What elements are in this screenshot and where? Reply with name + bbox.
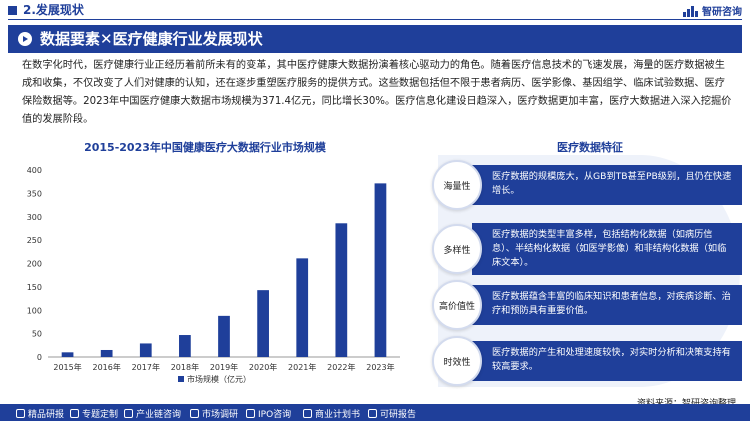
page-title-bar: 数据要素✕医疗健康行业发展现状 — [8, 25, 742, 53]
footer-item-label: 市场调研 — [202, 410, 239, 420]
y-tick-label: 300 — [27, 213, 42, 222]
feature-row-variety: 医疗数据的类型丰富多样，包括结构化数据（如病历信息）、半结构化数据（如医学影像）… — [432, 223, 742, 275]
report-icon — [16, 409, 25, 418]
footer-item[interactable]: 商业计划书 — [303, 407, 360, 420]
x-tick-label: 2017年 — [132, 362, 160, 372]
feature-row-volume: 医疗数据的规模庞大，从GB到TB甚至PB级别，且仍在快速增长。 海量性 — [432, 160, 742, 210]
chart-title: 2015-2023年中国健康医疗大数据行业市场规模 — [84, 141, 326, 154]
footer-item-label: 产业链咨询 — [136, 410, 182, 420]
feature-label: 多样性 — [432, 224, 482, 274]
y-tick-label: 400 — [27, 166, 42, 175]
bar — [296, 258, 309, 357]
y-tick-label: 150 — [27, 283, 42, 292]
feature-description: 医疗数据的类型丰富多样，包括结构化数据（如病历信息）、半结构化数据（如医学影像）… — [472, 223, 742, 275]
footer-item-label: IPO咨询 — [258, 410, 292, 420]
y-tick-label: 100 — [27, 306, 42, 315]
footer-item-label: 专题定制 — [82, 410, 119, 420]
bar — [139, 343, 152, 357]
section-title: 2.发展现状 — [23, 3, 84, 17]
bar — [61, 352, 74, 357]
chain-icon — [124, 409, 133, 418]
feature-label: 海量性 — [432, 160, 482, 210]
x-tick-label: 2021年 — [288, 362, 316, 372]
header-divider — [8, 19, 742, 20]
bar — [100, 349, 113, 357]
y-tick-label: 0 — [37, 353, 42, 362]
features-title: 医疗数据特征 — [557, 141, 623, 154]
y-tick-label: 250 — [27, 236, 42, 245]
y-tick-label: 50 — [32, 330, 42, 339]
feasibility-icon — [368, 409, 377, 418]
x-tick-label: 2023年 — [366, 362, 394, 372]
x-tick-label: 2018年 — [171, 362, 199, 372]
footer-bar: 精品研报 专题定制 产业链咨询 市场调研 IPO咨询 商业计划书 可研报告 — [0, 404, 750, 421]
bar — [335, 223, 348, 357]
ipo-icon — [246, 409, 255, 418]
x-tick-label: 2020年 — [249, 362, 277, 372]
page-title: 数据要素✕医疗健康行业发展现状 — [40, 30, 263, 48]
legend-swatch — [178, 376, 184, 382]
bar — [374, 183, 387, 357]
section-marker — [8, 6, 17, 15]
feature-label: 高价值性 — [432, 280, 482, 330]
feature-description: 医疗数据蕴含丰富的临床知识和患者信息，对疾病诊断、治疗和预防具有重要价值。 — [472, 285, 742, 325]
logo-text: 智研咨询 — [702, 7, 742, 18]
feature-label: 时效性 — [432, 336, 482, 386]
bar-chart: 0 50 100 150 200 250 300 350 400 2015年 2016年 2017年 2… — [27, 166, 400, 384]
feature-description: 医疗数据的规模庞大，从GB到TB甚至PB级别，且仍在快速增长。 — [472, 165, 742, 205]
custom-icon — [70, 409, 79, 418]
feature-row-timeliness: 医疗数据的产生和处理速度较快，对实时分析和决策支持有较高要求。 时效性 — [432, 336, 742, 386]
x-tick-label: 2016年 — [92, 362, 120, 372]
intro-paragraph: 在数字化时代，医疗健康行业正经历着前所未有的变革，其中医疗健康大数据扮演着核心驱… — [22, 60, 732, 125]
x-tick-label: 2022年 — [327, 362, 355, 372]
x-tick-label: 2019年 — [210, 362, 238, 372]
logo-icon — [683, 5, 699, 17]
footer-item-label: 可研报告 — [380, 410, 417, 420]
features-panel: 医疗数据的规模庞大，从GB到TB甚至PB级别，且仍在快速增长。 海量性 医疗数据… — [432, 155, 742, 387]
survey-icon — [190, 409, 199, 418]
plan-icon — [303, 409, 312, 418]
brand-logo: 智研咨询 — [683, 3, 742, 18]
legend-label: 市场规模（亿元） — [187, 374, 251, 384]
bar — [179, 335, 191, 357]
footer-item[interactable]: IPO咨询 — [246, 407, 291, 420]
footer-item[interactable]: 专题定制 — [70, 407, 118, 420]
footer-item[interactable]: 精品研报 — [16, 407, 64, 420]
feature-description: 医疗数据的产生和处理速度较快，对实时分析和决策支持有较高要求。 — [472, 341, 742, 381]
bar — [218, 315, 230, 357]
feature-row-value: 医疗数据蕴含丰富的临床知识和患者信息，对疾病诊断、治疗和预防具有重要价值。 高价… — [432, 280, 742, 330]
play-arrow-icon — [18, 32, 32, 46]
footer-item-label: 商业计划书 — [315, 410, 361, 420]
footer-item[interactable]: 市场调研 — [190, 407, 238, 420]
footer-item[interactable]: 产业链咨询 — [124, 407, 181, 420]
x-tick-label: 2015年 — [53, 362, 81, 372]
bar — [257, 290, 269, 357]
y-tick-label: 350 — [27, 189, 42, 198]
y-tick-label: 200 — [27, 260, 42, 269]
footer-item[interactable]: 可研报告 — [368, 407, 416, 420]
footer-item-label: 精品研报 — [28, 410, 65, 420]
